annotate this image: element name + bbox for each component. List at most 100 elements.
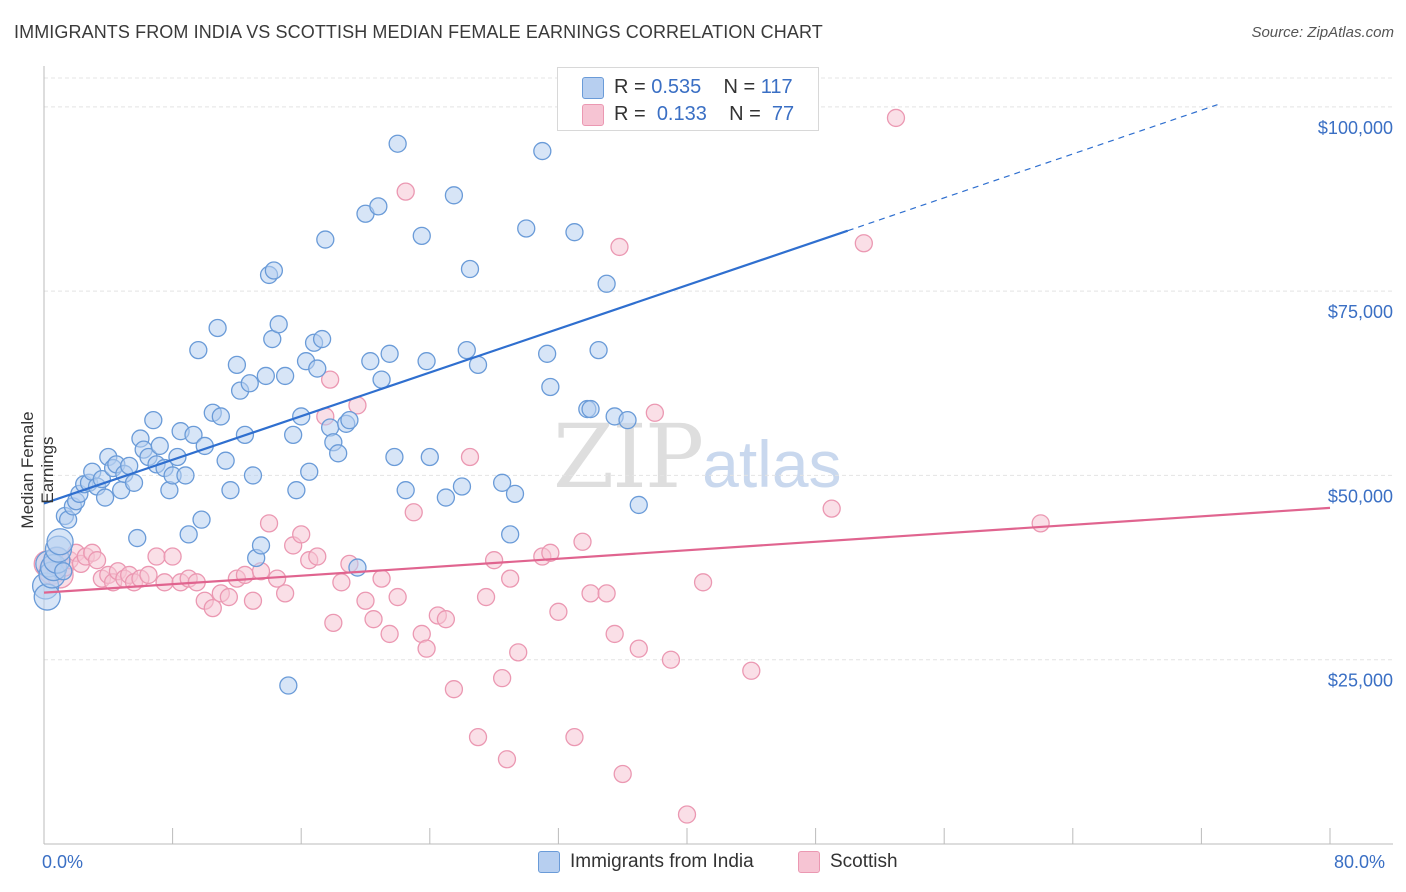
legend-n-label: N = [723,75,761,98]
scottish-point [661,650,681,669]
legend-swatch-india [582,77,604,99]
legend-row-india: R = 0.535 N = 117 [582,74,793,100]
series-legend-india: Immigrants from India [538,851,754,873]
scottish-point [292,525,311,544]
india-point [417,352,436,371]
scottish-point [372,569,391,588]
scottish-point [677,805,697,824]
scottish-point [581,584,600,603]
scottish-point [155,573,174,592]
scottish-point [468,727,488,747]
india-point [533,141,552,161]
india-point [348,558,367,577]
scottish-point [492,668,512,688]
india-point [340,410,359,430]
scottish-point [259,514,279,533]
india-point [240,374,259,393]
scottish-point [509,643,528,662]
legend-n-value: 117 [760,75,793,98]
scottish-point [742,661,761,680]
y-tick-label: $75,000 [1328,302,1393,322]
india-point [256,366,275,386]
india-point [505,484,525,504]
scottish-point [243,591,263,610]
india-point [541,377,560,397]
legend-r-value: 0.133 [656,102,707,125]
correlation-legend: R = 0.535 N = 117 R = 0.133 N = 77 [557,67,819,131]
india-point [95,488,115,507]
scottish-point [364,610,383,629]
scottish-point [497,750,517,769]
watermark-atlas: atlas [702,427,842,501]
y-axis-label: Median Female Earnings [18,411,57,529]
scottish-point [565,727,584,747]
scottish-point [308,547,327,566]
scottish-point [139,565,158,585]
india-point [33,583,61,611]
india-point [184,425,203,445]
series-label-india: Immigrants from India [570,851,754,872]
india-point [208,318,227,338]
india-point [436,488,456,507]
scottish-point [597,584,616,603]
india-point [460,259,480,279]
legend-r-label: R = [614,102,652,125]
y-tick-label: $50,000 [1328,486,1393,506]
india-point [221,481,240,500]
scottish-point [610,237,629,257]
x-tick-label-max: 80.0% [1334,852,1386,872]
y-tick-label: $25,000 [1328,671,1393,691]
india-point [412,226,431,246]
y-tick-label: $100,000 [1318,118,1393,138]
scottish-point [444,680,464,699]
india-point [629,495,648,515]
scottish-point [219,587,239,607]
india-point [179,525,198,544]
legend-text-scottish: R = 0.133 N = 77 [614,103,794,126]
india-point [192,510,211,529]
scottish-point [573,532,592,551]
india-point [160,481,179,500]
scottish-point [1031,514,1050,533]
scottish-point [484,551,504,570]
scottish-point [854,234,873,253]
scottish-point [645,403,664,422]
scottish-point [320,370,340,389]
india-point [54,562,73,581]
scottish-point [549,602,568,621]
india-point [189,340,208,360]
india-point [176,466,195,485]
india-point [597,274,616,293]
series-legend: Immigrants from India Scottish [0,851,1406,877]
scottish-point [613,764,632,784]
india-point [308,359,327,378]
scottish-point [380,624,399,644]
scottish-point [629,639,648,658]
scottish-trend-line [43,506,1331,594]
scottish-point [460,447,480,467]
india-point [457,340,476,360]
source-credit: Source: ZipAtlas.com [1251,24,1394,41]
india-point [227,355,247,375]
india-point [589,340,608,360]
scottish-point [275,584,295,603]
scottish-point [163,547,182,566]
india-point [565,223,584,242]
india-point [618,410,637,430]
india-point [46,528,74,556]
india-point [420,447,439,467]
india-point [168,447,187,467]
x-tick-label-min: 0.0% [42,852,84,872]
india-point [264,261,284,280]
india-point [517,219,536,238]
scottish-point [147,547,166,566]
india-point [124,473,144,492]
india-point [444,186,464,205]
india-point [320,418,340,437]
india-point [144,410,163,430]
india-point [537,344,557,363]
india-point [284,425,303,445]
india-point [300,462,319,481]
scottish-point [417,639,436,658]
